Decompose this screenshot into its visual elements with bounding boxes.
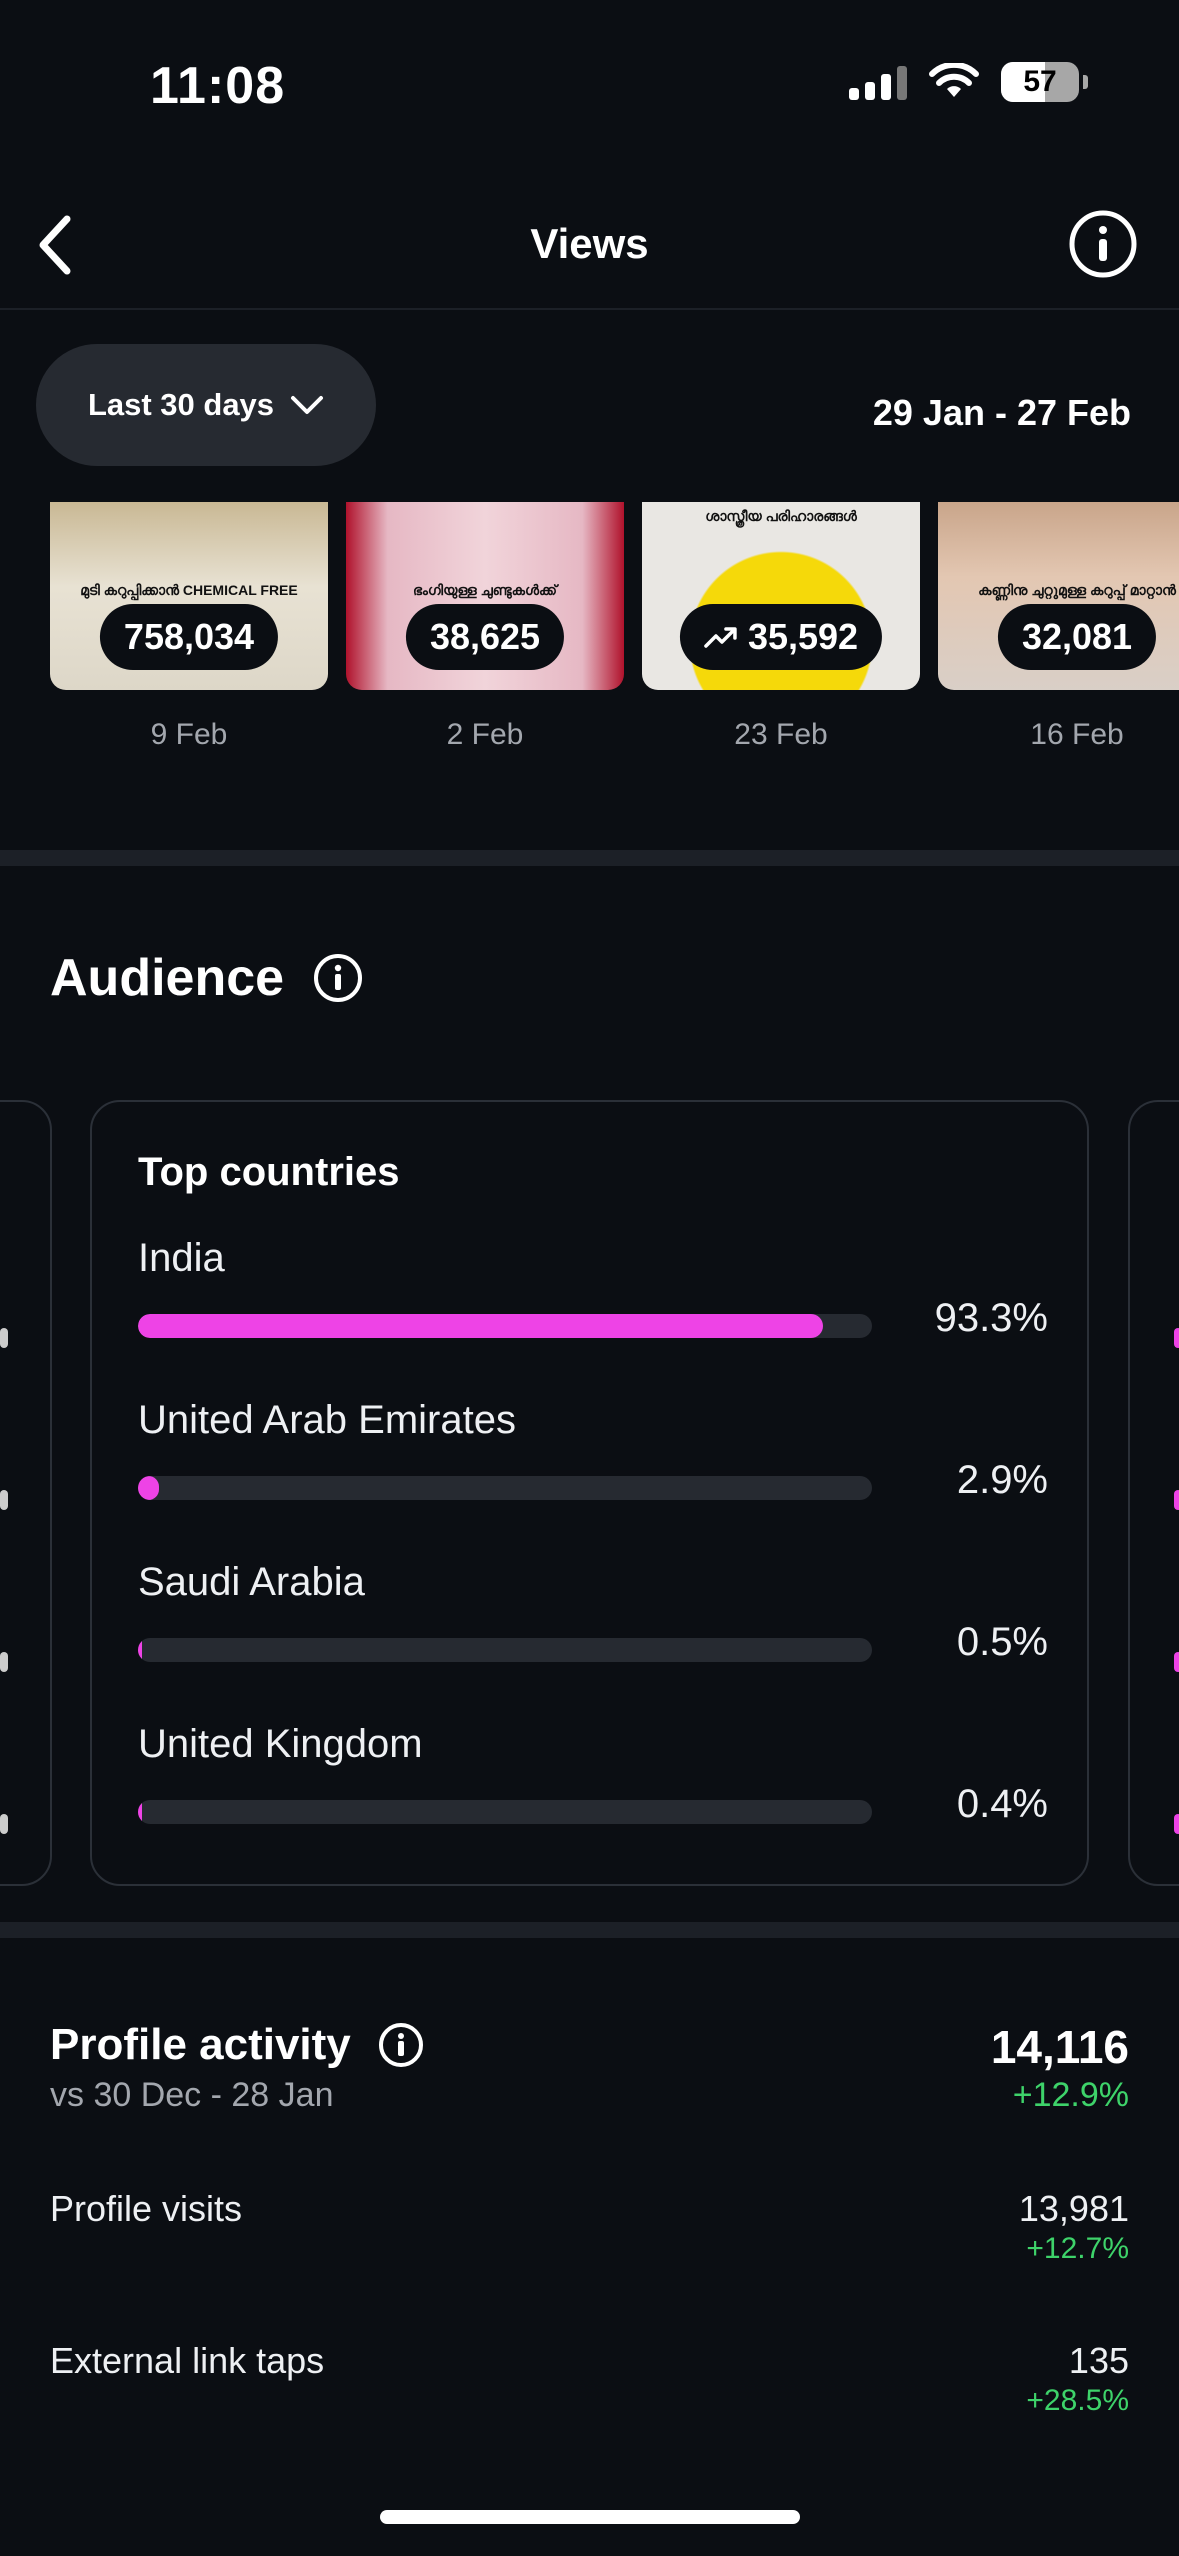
signal-icon (849, 64, 907, 100)
metric-label-external-link-taps: External link taps (50, 2340, 325, 2381)
comparison-period: vs 30 Dec - 28 Jan (50, 2076, 334, 2114)
country-bar-track (138, 1638, 872, 1662)
section-divider (0, 1922, 1179, 1938)
country-bar-track (138, 1476, 872, 1500)
audience-heading: Audience (50, 948, 364, 1008)
country-percent: 0.5% (956, 1620, 1048, 1664)
info-icon[interactable] (1067, 208, 1139, 280)
info-icon[interactable] (312, 952, 364, 1004)
section-divider (0, 850, 1179, 866)
info-icon[interactable] (377, 2021, 425, 2069)
thumbnail-caption: ശാസ്ത്രീയ പരിഹാരങ്ങൾ (705, 508, 857, 524)
content-thumbnail[interactable]: കണ്ണിനു ചുറ്റുമുള്ള കറുപ്പ് മാറ്റാൻ 32,0… (938, 502, 1179, 752)
status-time: 11:08 (150, 57, 286, 115)
thumbnail-image: ശാസ്ത്രീയ പരിഹാരങ്ങൾ 35,592 (642, 502, 920, 690)
wifi-icon (929, 63, 979, 97)
profile-activity-title: Profile activity (50, 2020, 351, 2069)
view-count: 32,081 (1021, 616, 1133, 657)
view-count-badge: 758,034 (99, 604, 279, 670)
chevron-down-icon (291, 396, 324, 414)
previous-audience-card[interactable] (0, 1100, 52, 1886)
thumbnail-caption: ഭംഗിയുള്ള ചുണ്ടുകൾക്ക് (412, 582, 558, 598)
country-name: India (138, 1236, 225, 1280)
profile-activity-change: +12.9% (1012, 2076, 1129, 2114)
top-content-carousel[interactable]: മുടി കറുപ്പിക്കാൻ CHEMICAL FREE 758,034 … (0, 502, 1179, 762)
thumbnail-caption: കണ്ണിനു ചുറ്റുമുള്ള കറുപ്പ് മാറ്റാൻ (978, 582, 1176, 598)
view-count-badge: 32,081 (997, 604, 1157, 670)
country-row: India 93.3% (138, 1236, 1048, 1356)
battery-level: 57 (1023, 65, 1057, 98)
trending-up-icon (704, 627, 737, 648)
thumbnail-image: ഭംഗിയുള്ള ചുണ്ടുകൾക്ക് 38,625 (346, 502, 624, 690)
country-percent: 0.4% (956, 1782, 1048, 1826)
thumbnail-image: മുടി കറുപ്പിക്കാൻ CHEMICAL FREE 758,034 (50, 502, 328, 690)
metric-change-profile-visits: +12.7% (1026, 2232, 1129, 2265)
page-title: Views (530, 220, 649, 267)
country-percent: 93.3% (934, 1296, 1048, 1340)
country-bar-track (138, 1314, 872, 1338)
country-percent: 2.9% (956, 1458, 1048, 1502)
country-row: United Kingdom 0.4% (138, 1722, 1048, 1842)
header: Views (0, 180, 1179, 310)
thumbnail-image: കണ്ണിനു ചുറ്റുമുള്ള കറുപ്പ് മാറ്റാൻ 32,0… (938, 502, 1179, 690)
date-filter-dropdown[interactable]: Last 30 days (36, 344, 376, 466)
view-count: 758,034 (123, 616, 255, 657)
country-name: United Arab Emirates (138, 1398, 516, 1442)
country-bar-fill (138, 1314, 823, 1338)
country-bar-track (138, 1800, 872, 1824)
metric-change-external-link-taps: +28.5% (1026, 2384, 1129, 2417)
profile-activity-total: 14,116 (990, 2021, 1129, 2073)
country-name: United Kingdom (138, 1722, 423, 1766)
thumbnail-date: 2 Feb (446, 718, 524, 751)
date-range: 29 Jan - 27 Feb (872, 392, 1131, 433)
country-row: Saudi Arabia 0.5% (138, 1560, 1048, 1680)
thumbnail-caption: മുടി കറുപ്പിക്കാൻ CHEMICAL FREE (80, 582, 298, 598)
top-countries-card: Top countries India 93.3% United Arab Em… (90, 1100, 1089, 1886)
battery-icon: 57 (1001, 62, 1088, 102)
profile-activity-heading: Profile activity (50, 2020, 425, 2070)
content-thumbnail[interactable]: ശാസ്ത്രീയ പരിഹാരങ്ങൾ 35,592 23 Feb (642, 502, 920, 752)
view-count-badge: 35,592 (679, 604, 883, 670)
metric-value-profile-visits: 13,981 (1018, 2188, 1129, 2229)
date-filter-label: Last 30 days (87, 387, 275, 422)
home-indicator[interactable] (380, 2510, 800, 2524)
country-name: Saudi Arabia (138, 1560, 365, 1604)
view-count: 38,625 (429, 616, 541, 657)
view-count-badge: 38,625 (405, 604, 565, 670)
metric-value-external-link-taps: 135 (1068, 2340, 1129, 2381)
country-bar-fill (138, 1638, 143, 1662)
country-row: United Arab Emirates 2.9% (138, 1398, 1048, 1518)
country-bar-fill (138, 1800, 143, 1824)
next-audience-card[interactable] (1128, 1100, 1179, 1886)
content-thumbnail[interactable]: മുടി കറുപ്പിക്കാൻ CHEMICAL FREE 758,034 … (50, 502, 328, 752)
country-bar-fill (138, 1476, 160, 1500)
back-button[interactable] (20, 210, 90, 280)
audience-title: Audience (50, 949, 285, 1007)
metric-label-profile-visits: Profile visits (50, 2188, 243, 2229)
thumbnail-date: 23 Feb (734, 718, 828, 751)
thumbnail-date: 9 Feb (150, 718, 228, 751)
top-countries-title: Top countries (138, 1150, 400, 1194)
view-count: 35,592 (747, 616, 859, 657)
status-icons: 57 (849, 62, 1088, 102)
back-chevron-icon (39, 215, 71, 275)
content-thumbnail[interactable]: ഭംഗിയുള്ള ചുണ്ടുകൾക്ക് 38,625 2 Feb (346, 502, 624, 752)
thumbnail-date: 16 Feb (1030, 718, 1124, 751)
